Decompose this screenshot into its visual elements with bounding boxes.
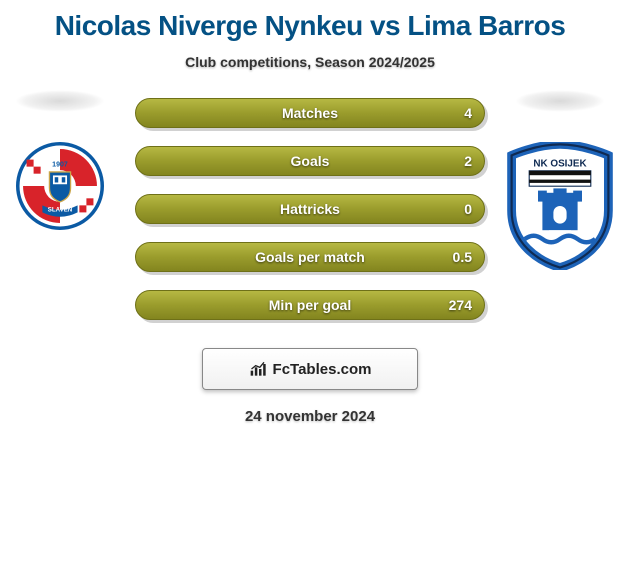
- player-right-slot: NK OSIJEK: [500, 90, 620, 275]
- stat-label: Hattricks: [280, 201, 340, 217]
- player-left-shadow: [15, 90, 105, 112]
- svg-text:SLAVEN: SLAVEN: [48, 207, 73, 214]
- club-crest-left: 1907 SLAVEN: [16, 142, 104, 235]
- comparison-arena: 1907 SLAVEN NK OSIJEK: [0, 98, 620, 320]
- chart-icon: [249, 360, 269, 378]
- svg-text:NK OSIJEK: NK OSIJEK: [533, 158, 587, 169]
- stat-row-matches: Matches 4: [135, 98, 485, 128]
- date-text: 24 november 2024: [0, 408, 620, 425]
- stat-row-hattricks: Hattricks 0: [135, 194, 485, 224]
- stat-right-value: 4: [464, 105, 472, 121]
- page-title: Nicolas Niverge Nynkeu vs Lima Barros: [0, 0, 620, 42]
- brand-text: FcTables.com: [273, 361, 372, 378]
- player-right-shadow: [515, 90, 605, 112]
- stat-row-min-per-goal: Min per goal 274: [135, 290, 485, 320]
- stat-label: Min per goal: [269, 297, 351, 313]
- stat-label: Matches: [282, 105, 338, 121]
- player-left-slot: 1907 SLAVEN: [0, 90, 120, 235]
- stat-row-goals: Goals 2: [135, 146, 485, 176]
- stat-row-goals-per-match: Goals per match 0.5: [135, 242, 485, 272]
- club-crest-right: NK OSIJEK: [505, 142, 615, 275]
- stat-right-value: 0.5: [453, 249, 472, 265]
- brand-badge: FcTables.com: [202, 348, 418, 390]
- subtitle: Club competitions, Season 2024/2025: [0, 54, 620, 70]
- stat-right-value: 0: [464, 201, 472, 217]
- stat-right-value: 274: [449, 297, 472, 313]
- svg-text:1907: 1907: [52, 162, 68, 169]
- stat-label: Goals: [291, 153, 330, 169]
- stat-bars: Matches 4 Goals 2 Hattricks 0 Go: [135, 98, 485, 320]
- stat-label: Goals per match: [255, 249, 365, 265]
- stat-right-value: 2: [464, 153, 472, 169]
